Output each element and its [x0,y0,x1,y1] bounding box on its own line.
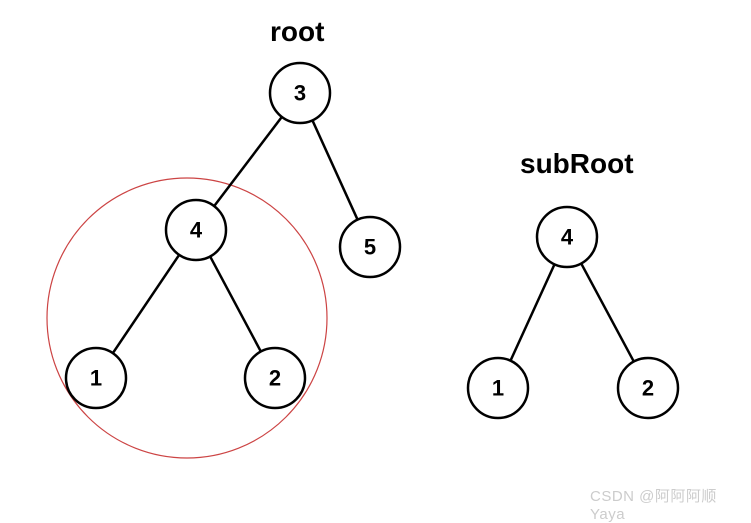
tree-edge [312,120,357,219]
tree-edge [214,117,282,206]
tree-node-label: 2 [642,376,654,401]
tree-node-label: 4 [561,225,574,250]
tree-node-label: 2 [269,366,281,391]
tree-node-label: 1 [90,366,102,391]
tree-node-label: 4 [190,218,203,243]
tree-edge [581,263,634,361]
tree-node-label: 3 [294,81,306,106]
tree-node-label: 1 [492,376,504,401]
tree-node-label: 5 [364,235,376,260]
subroot-label: subRoot [520,148,634,180]
tree-edge [113,255,179,353]
root-label: root [270,16,324,48]
watermark: CSDN @阿阿阿顺Yaya [590,485,751,523]
tree-diagram: 3 4 5 1 2 4 1 2 [0,0,751,513]
tree-edge [210,256,261,351]
tree-edge [510,264,554,360]
